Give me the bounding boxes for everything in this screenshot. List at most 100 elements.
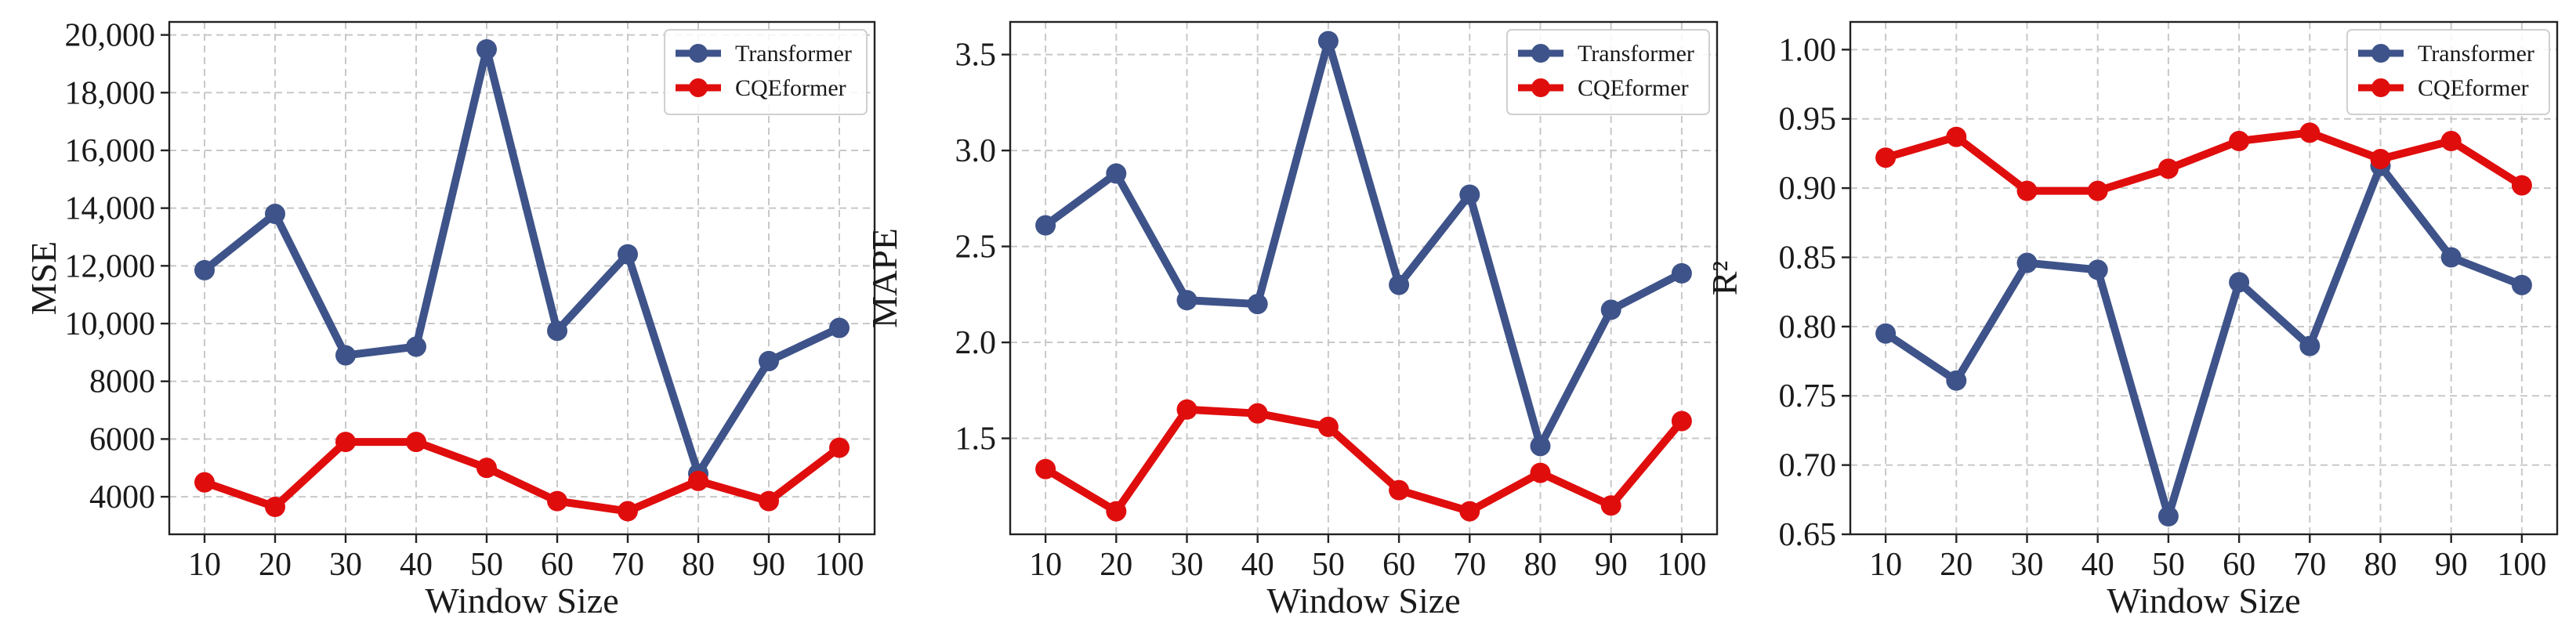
x-tick-label: 100 [1657, 547, 1706, 583]
y-axis-label: R² [1705, 261, 1745, 295]
data-point-transformer [1176, 290, 1197, 311]
y-tick-label: 0.95 [1779, 102, 1837, 138]
x-tick-label: 50 [1312, 547, 1345, 583]
data-point-cqeformer [1530, 462, 1551, 483]
x-tick-label: 20 [1100, 547, 1132, 583]
y-tick-label: 6000 [89, 421, 155, 458]
chart-panel-1: 10 20 30 40 50 60 70 80 90 100 4000 6000 8000 10,000 1… [24, 18, 876, 620]
x-tick-label: 10 [1029, 547, 1062, 583]
y-tick-label: 12,000 [65, 248, 156, 284]
series-line-transformer [1882, 161, 2526, 521]
y-tick-label: 16,000 [65, 133, 156, 169]
y-tick-label: 0.70 [1779, 448, 1837, 484]
y-tick-label: 0.90 [1779, 171, 1837, 207]
data-point-transformer [2440, 247, 2462, 268]
data-point-cqeformer [1035, 458, 1056, 479]
series-line-cqeformer [1882, 128, 2526, 195]
data-point-transformer [1600, 299, 1621, 320]
legend-label: CQEformer [735, 75, 846, 101]
y-tick-label: 14,000 [65, 191, 156, 227]
legend-label: Transformer [735, 41, 852, 67]
x-axis-label: Window Size [1266, 581, 1460, 620]
data-point-cqeformer [759, 490, 779, 512]
y-tick-label: 2.0 [955, 325, 997, 361]
y-tick-label: 0.80 [1779, 309, 1837, 345]
data-point-transformer [547, 320, 567, 342]
x-tick-label: 30 [329, 547, 362, 583]
x-tick-label: 90 [2435, 547, 2468, 583]
x-tick-label: 60 [2223, 547, 2255, 583]
x-tick-label: 20 [259, 547, 292, 583]
data-point-cqeformer [2511, 175, 2532, 196]
data-point-cqeformer [1946, 126, 1967, 147]
data-point-transformer [1875, 323, 1897, 344]
x-tick-label: 50 [2152, 547, 2185, 583]
x-tick-label: 20 [1940, 547, 1973, 583]
legend-label: Transformer [2418, 41, 2534, 67]
x-tick-label: 90 [1595, 547, 1628, 583]
data-point-transformer [1247, 294, 1268, 315]
data-point-transformer [265, 204, 285, 225]
x-tick-label: 30 [2011, 547, 2044, 583]
data-point-transformer [2016, 252, 2038, 273]
x-tick-label: 40 [2081, 547, 2114, 583]
x-tick-label: 70 [611, 547, 644, 583]
y-tick-label: 0.75 [1779, 378, 1837, 414]
x-tick-label: 70 [1453, 547, 1486, 583]
data-point-cqeformer [2087, 180, 2108, 201]
data-point-transformer [2299, 335, 2321, 356]
chart-panel-3: 10 20 30 40 50 60 70 80 90 100 0.65 0.70 0.75 0.80 0.8… [1705, 20, 2559, 620]
y-tick-label: 0.85 [1779, 240, 1837, 276]
x-tick-label: 100 [2497, 547, 2546, 583]
legend: Transformer CQEformer [2346, 29, 2550, 115]
x-tick-label: 60 [541, 547, 574, 583]
data-point-cqeformer [2370, 148, 2391, 169]
data-point-cqeformer [829, 437, 850, 458]
legend-label: Transformer [1578, 41, 1694, 67]
y-tick-label: 3.5 [955, 38, 997, 74]
plot-frame [168, 20, 876, 536]
data-point-cqeformer [194, 472, 215, 493]
x-tick-label: 100 [815, 547, 864, 583]
legend-swatch-marker [689, 78, 708, 97]
data-point-cqeformer [265, 496, 285, 517]
data-point-cqeformer [406, 432, 426, 453]
x-axis-label: Window Size [2107, 581, 2300, 620]
data-point-transformer [2229, 272, 2250, 293]
data-point-transformer [406, 336, 426, 357]
data-point-transformer [759, 350, 779, 371]
data-point-cqeformer [2158, 158, 2179, 179]
x-tick-label: 30 [1171, 547, 1204, 583]
y-tick-label: 18,000 [65, 75, 156, 111]
legend-swatch-marker [689, 44, 708, 63]
x-tick-label: 50 [470, 547, 503, 583]
data-point-transformer [1106, 163, 1127, 184]
y-tick-label: 1.5 [955, 421, 997, 458]
y-tick-label: 2.5 [955, 230, 997, 266]
data-point-cqeformer [2440, 131, 2462, 152]
y-tick-label: 1.00 [1779, 32, 1837, 68]
legend: Transformer CQEformer [1506, 29, 1710, 115]
series-line-cqeformer [1042, 405, 1686, 515]
y-axis-label: MSE [24, 241, 63, 316]
x-tick-label: 10 [1869, 547, 1902, 583]
x-tick-label: 40 [1241, 547, 1274, 583]
series-line-transformer [201, 45, 843, 478]
x-tick-label: 90 [752, 547, 785, 583]
x-tick-label: 80 [1524, 547, 1557, 583]
legend-swatch-marker [2371, 44, 2390, 63]
data-point-cqeformer [1671, 411, 1692, 432]
data-point-cqeformer [1176, 399, 1197, 420]
y-tick-label: 20,000 [65, 18, 156, 54]
data-point-cqeformer [688, 470, 708, 491]
data-point-transformer [1317, 31, 1339, 52]
data-point-cqeformer [335, 432, 356, 453]
y-axis-label: MAPE [864, 228, 904, 328]
data-point-cqeformer [1389, 479, 1410, 501]
y-tick-label: 0.65 [1779, 517, 1837, 553]
series-line-transformer [1042, 37, 1686, 450]
data-point-cqeformer [1247, 403, 1268, 424]
series-line-cqeformer [201, 438, 843, 515]
x-tick-label: 70 [2293, 547, 2326, 583]
